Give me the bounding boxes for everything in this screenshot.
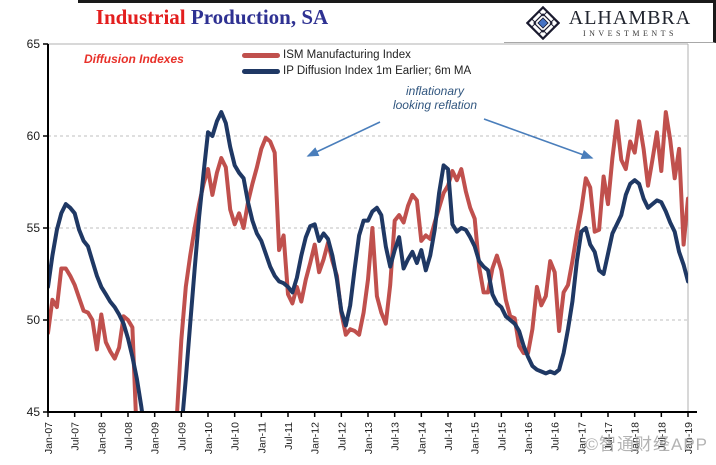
svg-text:Jul-09: Jul-09 [176,422,188,451]
svg-text:Jan-12: Jan-12 [310,422,322,454]
svg-text:Jul-12: Jul-12 [336,422,348,451]
legend-swatch-ip [242,68,280,74]
gridlines [48,43,689,412]
svg-text:Jul-08: Jul-08 [123,422,135,451]
series-line [48,110,688,412]
annotation-text: inflationary looking reflation [345,84,525,112]
logo-text: ALHAMBRA INVESTMENTS [569,8,691,38]
svg-text:60: 60 [27,129,41,143]
annotation-arrow-left [306,121,381,157]
legend-item-ism: ISM Manufacturing Index [242,49,471,61]
svg-text:Jul-07: Jul-07 [70,422,82,451]
svg-text:Jan-14: Jan-14 [416,422,428,454]
svg-text:Jul-10: Jul-10 [230,422,242,451]
legend-swatch-ism [242,52,280,58]
logo-name: ALHAMBRA [568,6,692,29]
annotation-arrows [306,118,594,159]
axis-tick-labels: 45 50 55 60 65 Jan-07 Jul-07 Jan-08 Jul-08 Jan-09… [27,37,695,454]
top-border [78,0,716,3]
alhambra-logo: ALHAMBRA INVESTMENTS [504,0,716,43]
svg-text:Jan-08: Jan-08 [96,422,108,454]
axes [43,43,697,417]
annotation-line2: looking reflation [392,98,478,112]
svg-text:Jan-07: Jan-07 [43,422,55,454]
legend-item-ip: IP Diffusion Index 1m Earlier; 6m MA [242,65,471,77]
legend-label-ism: ISM Manufacturing Index [283,49,411,61]
chart-subtitle: Diffusion Indexes [84,52,184,66]
legend: ISM Manufacturing Index IP Diffusion Ind… [242,49,471,77]
chart-title: Industrial Production, SA [62,5,362,30]
svg-text:45: 45 [27,405,41,419]
annotation-arrow-right [483,118,594,159]
chart-title-industrial: Industrial [95,5,186,29]
chart-title-production: Production, SA [185,5,329,29]
svg-text:50: 50 [27,313,41,327]
svg-text:Jan-17: Jan-17 [576,422,588,454]
logo-subtitle: INVESTMENTS [582,28,678,38]
svg-text:Jul-15: Jul-15 [496,422,508,451]
legend-label-ip: IP Diffusion Index 1m Earlier; 6m MA [283,65,472,77]
svg-text:Jan-10: Jan-10 [203,422,215,454]
svg-text:Jan-19: Jan-19 [683,422,695,454]
annotation-line1: inflationary [405,84,465,98]
alhambra-diamond-icon [525,5,560,40]
svg-text:Jan-16: Jan-16 [523,422,535,454]
data-series [48,110,688,412]
svg-text:55: 55 [27,221,41,235]
watermark: ©智通财经APP [585,435,708,454]
svg-text:Jul-18: Jul-18 [656,422,668,451]
svg-text:Jan-15: Jan-15 [470,422,482,454]
svg-text:Jan-11: Jan-11 [256,422,268,453]
svg-text:65: 65 [27,37,41,51]
svg-text:Jan-09: Jan-09 [150,422,162,454]
svg-text:Jul-17: Jul-17 [603,422,615,451]
series-line [48,110,688,412]
svg-text:Jan-18: Jan-18 [630,422,642,454]
svg-text:Jul-11: Jul-11 [283,422,295,450]
svg-text:Jul-13: Jul-13 [390,422,402,451]
svg-text:Jul-16: Jul-16 [550,422,562,451]
svg-text:Jan-13: Jan-13 [363,422,375,454]
svg-text:Jul-14: Jul-14 [443,422,455,451]
